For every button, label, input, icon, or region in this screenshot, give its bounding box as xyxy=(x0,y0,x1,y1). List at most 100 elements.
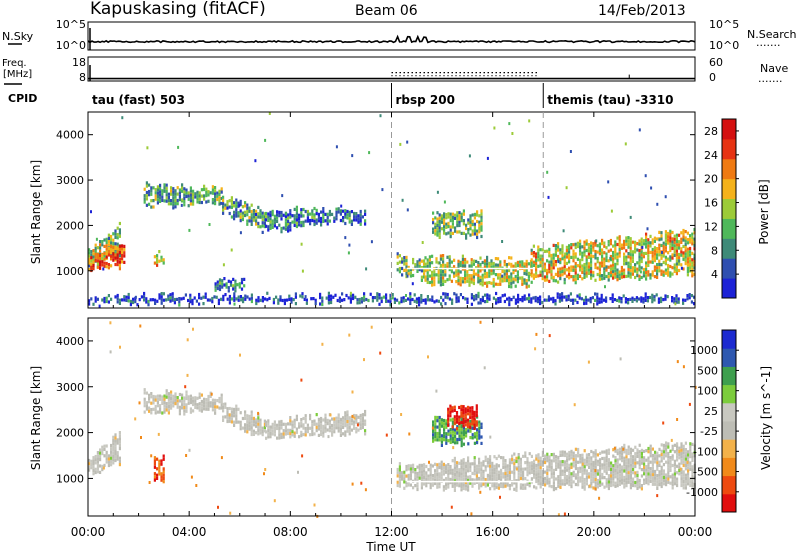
heatmap-cell xyxy=(583,250,586,254)
heatmap-cell xyxy=(158,259,161,263)
heatmap-cell xyxy=(481,260,484,265)
heatmap-cell xyxy=(667,445,670,449)
heatmap-cell xyxy=(662,475,665,479)
heatmap-cell xyxy=(605,265,608,269)
heatmap-cell xyxy=(302,223,305,228)
velocity-colorbar-tick-label: 500 xyxy=(697,364,718,377)
heatmap-cell xyxy=(493,477,496,481)
heatmap-cell xyxy=(320,429,323,433)
heatmap-cell xyxy=(651,473,654,477)
heatmap-cell xyxy=(634,480,637,485)
heatmap-cell xyxy=(477,261,480,265)
heatmap-cell xyxy=(153,255,156,259)
heatmap-cell xyxy=(288,225,291,228)
heatmap-cell xyxy=(508,483,511,488)
heatmap-cell xyxy=(222,402,225,406)
heatmap-cell xyxy=(610,477,613,481)
heatmap-cell xyxy=(398,478,401,482)
heatmap-cell xyxy=(418,303,421,307)
heatmap-cell xyxy=(189,410,192,414)
heatmap-cell xyxy=(112,448,115,452)
heatmap-cell xyxy=(671,479,674,484)
heatmap-cell xyxy=(601,258,604,262)
heatmap-cell xyxy=(491,481,494,485)
heatmap-cell xyxy=(181,406,184,410)
heatmap-cell xyxy=(579,246,582,250)
heatmap-cell xyxy=(568,244,571,248)
heatmap-cell xyxy=(202,295,205,299)
heatmap-cell xyxy=(634,445,637,449)
heatmap-cell xyxy=(516,264,519,268)
heatmap-cell xyxy=(112,241,115,245)
heatmap-cell xyxy=(401,477,404,481)
heatmap-cell xyxy=(429,482,432,486)
heatmap-cell xyxy=(576,294,579,298)
heatmap-cell xyxy=(460,414,463,418)
heatmap-cell xyxy=(640,275,643,280)
heatmap-cell xyxy=(344,414,347,418)
heatmap-cell xyxy=(306,216,309,220)
heatmap-cell xyxy=(154,411,157,415)
heatmap-cell xyxy=(267,215,270,219)
heatmap-cell xyxy=(99,266,102,270)
heatmap-cell xyxy=(280,426,283,430)
heatmap-cell xyxy=(436,233,439,237)
heatmap-cell xyxy=(505,275,508,279)
heatmap-cell xyxy=(684,457,687,461)
heatmap-cell xyxy=(568,476,571,480)
heatmap-cell xyxy=(517,465,520,469)
heatmap-cell xyxy=(603,469,606,473)
heatmap-cell xyxy=(214,398,217,402)
heatmap-cell xyxy=(451,219,454,223)
velocity-colorbar-swatch xyxy=(722,366,736,386)
heatmap-cell xyxy=(449,434,452,438)
heatmap-cell xyxy=(183,399,186,403)
heatmap-cell xyxy=(501,276,504,280)
heatmap-cell xyxy=(627,301,630,305)
heatmap-cell xyxy=(499,296,502,300)
heatmap-cell xyxy=(192,402,195,407)
heatmap-cell xyxy=(669,245,672,249)
heatmap-cell xyxy=(350,428,353,432)
heatmap-cell xyxy=(165,405,168,409)
heatmap-cell xyxy=(576,273,579,277)
heatmap-cell xyxy=(559,463,562,467)
heatmap-cell xyxy=(625,448,628,452)
heatmap-cell xyxy=(581,485,584,489)
heatmap-cell xyxy=(579,268,582,272)
heatmap-cell xyxy=(361,425,364,430)
heatmap-cell xyxy=(448,274,451,278)
heatmap-cell xyxy=(159,410,162,414)
heatmap-cell xyxy=(528,296,531,300)
heatmap-cell xyxy=(235,414,238,418)
heatmap-cell xyxy=(460,437,463,441)
heatmap-cell xyxy=(561,482,564,486)
heatmap-cell xyxy=(169,293,172,297)
heatmap-cell xyxy=(405,259,408,263)
heatmap-cell xyxy=(156,299,159,303)
heatmap-cell xyxy=(401,260,404,264)
heatmap-cell xyxy=(434,225,437,230)
heatmap-cell xyxy=(464,474,467,478)
heatmap-cell xyxy=(577,476,580,480)
heatmap-cell xyxy=(436,435,439,439)
heatmap-cell xyxy=(416,269,419,273)
heatmap-cell xyxy=(112,451,115,455)
heatmap-cell xyxy=(235,211,238,215)
heatmap-cell xyxy=(230,205,233,209)
heatmap-cell xyxy=(614,253,617,257)
heatmap-cell xyxy=(464,420,467,424)
heatmap-cell xyxy=(647,466,650,470)
heatmap-cell xyxy=(640,458,643,462)
heatmap-cell xyxy=(669,229,672,233)
heatmap-cell xyxy=(438,478,441,482)
heatmap-cell xyxy=(684,230,687,234)
heatmap-cell xyxy=(107,247,110,251)
heatmap-cell xyxy=(389,300,392,304)
velocity-colorbar-tick-label: 100 xyxy=(697,385,718,398)
heatmap-cell xyxy=(237,420,240,424)
heatmap-cell xyxy=(627,474,630,478)
heatmap-cell xyxy=(331,433,334,437)
heatmap-cell xyxy=(337,429,340,433)
